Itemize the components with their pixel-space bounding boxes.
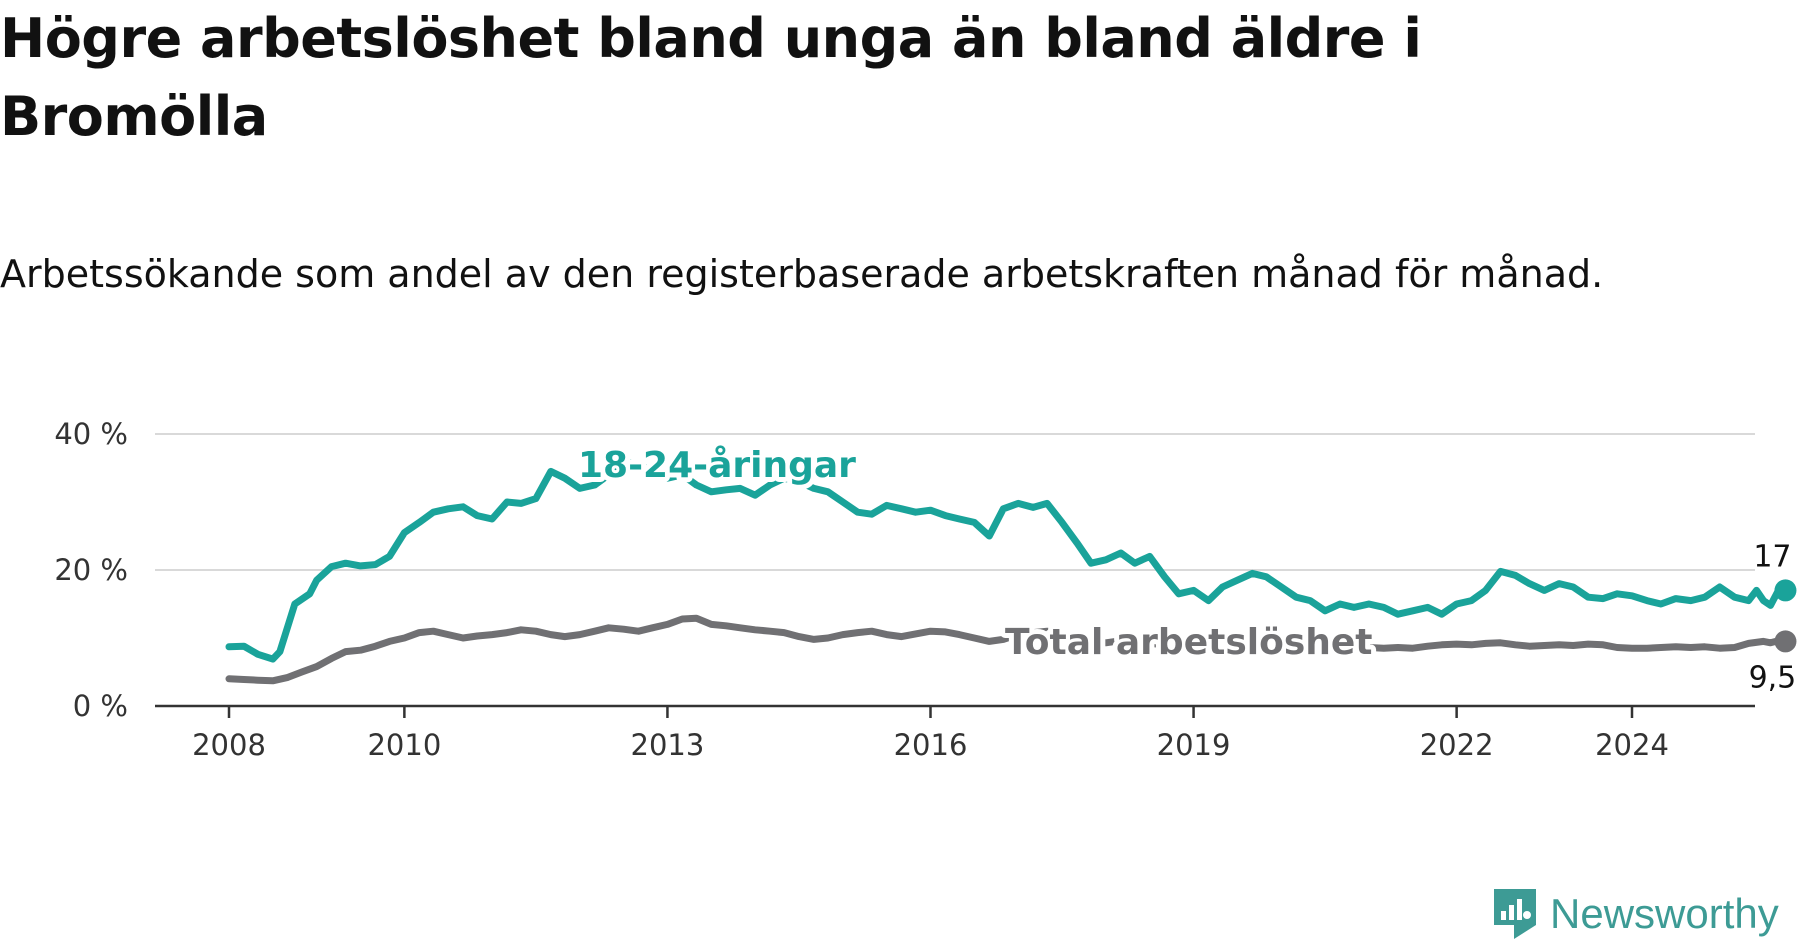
- x-tick-label: 2013: [631, 728, 705, 762]
- newsworthy-logo-icon: [1494, 889, 1536, 939]
- series: [225, 457, 1797, 685]
- y-axis: 0 % 20 % 40 %: [54, 417, 128, 723]
- end-value-label-total: 9,5 %: [1749, 660, 1800, 695]
- end-point-youth: [1774, 579, 1797, 602]
- series-label-youth: 18-24-åringar: [578, 445, 856, 486]
- y-tick-label: 40 %: [54, 417, 128, 451]
- end-value-label-youth: 17 %: [1753, 539, 1800, 574]
- labels: 18-24-åringar 17 % Total arbetslöshet 9,5 %: [573, 440, 1800, 695]
- x-tick-label: 2010: [367, 728, 441, 762]
- x-tick-label: 2019: [1157, 728, 1231, 762]
- newsworthy-logo: Newsworthy: [1490, 884, 1779, 944]
- y-tick-label: 20 %: [54, 553, 128, 587]
- end-point-total: [1774, 630, 1797, 653]
- newsworthy-brand: Newsworthy: [1550, 890, 1779, 937]
- y-tick-label: 0 %: [73, 689, 128, 723]
- x-tick-label: 2022: [1420, 728, 1494, 762]
- x-tick-label: 2016: [894, 728, 968, 762]
- chart-title: Högre arbetslöshet bland unga än bland ä…: [0, 7, 1422, 148]
- x-tick-label: 2024: [1595, 728, 1669, 762]
- series-line-total: [225, 614, 1789, 685]
- chart-subtitle: Arbetssökande som andel av den registerb…: [0, 252, 1604, 296]
- gridlines: [155, 433, 1755, 571]
- series-label-total: Total arbetslöshet: [1005, 622, 1373, 663]
- x-axis: 2008 2010 2013 2016 2019 2022 2024: [192, 706, 1669, 762]
- series-line-youth: [225, 457, 1789, 663]
- x-tick-label: 2008: [192, 728, 266, 762]
